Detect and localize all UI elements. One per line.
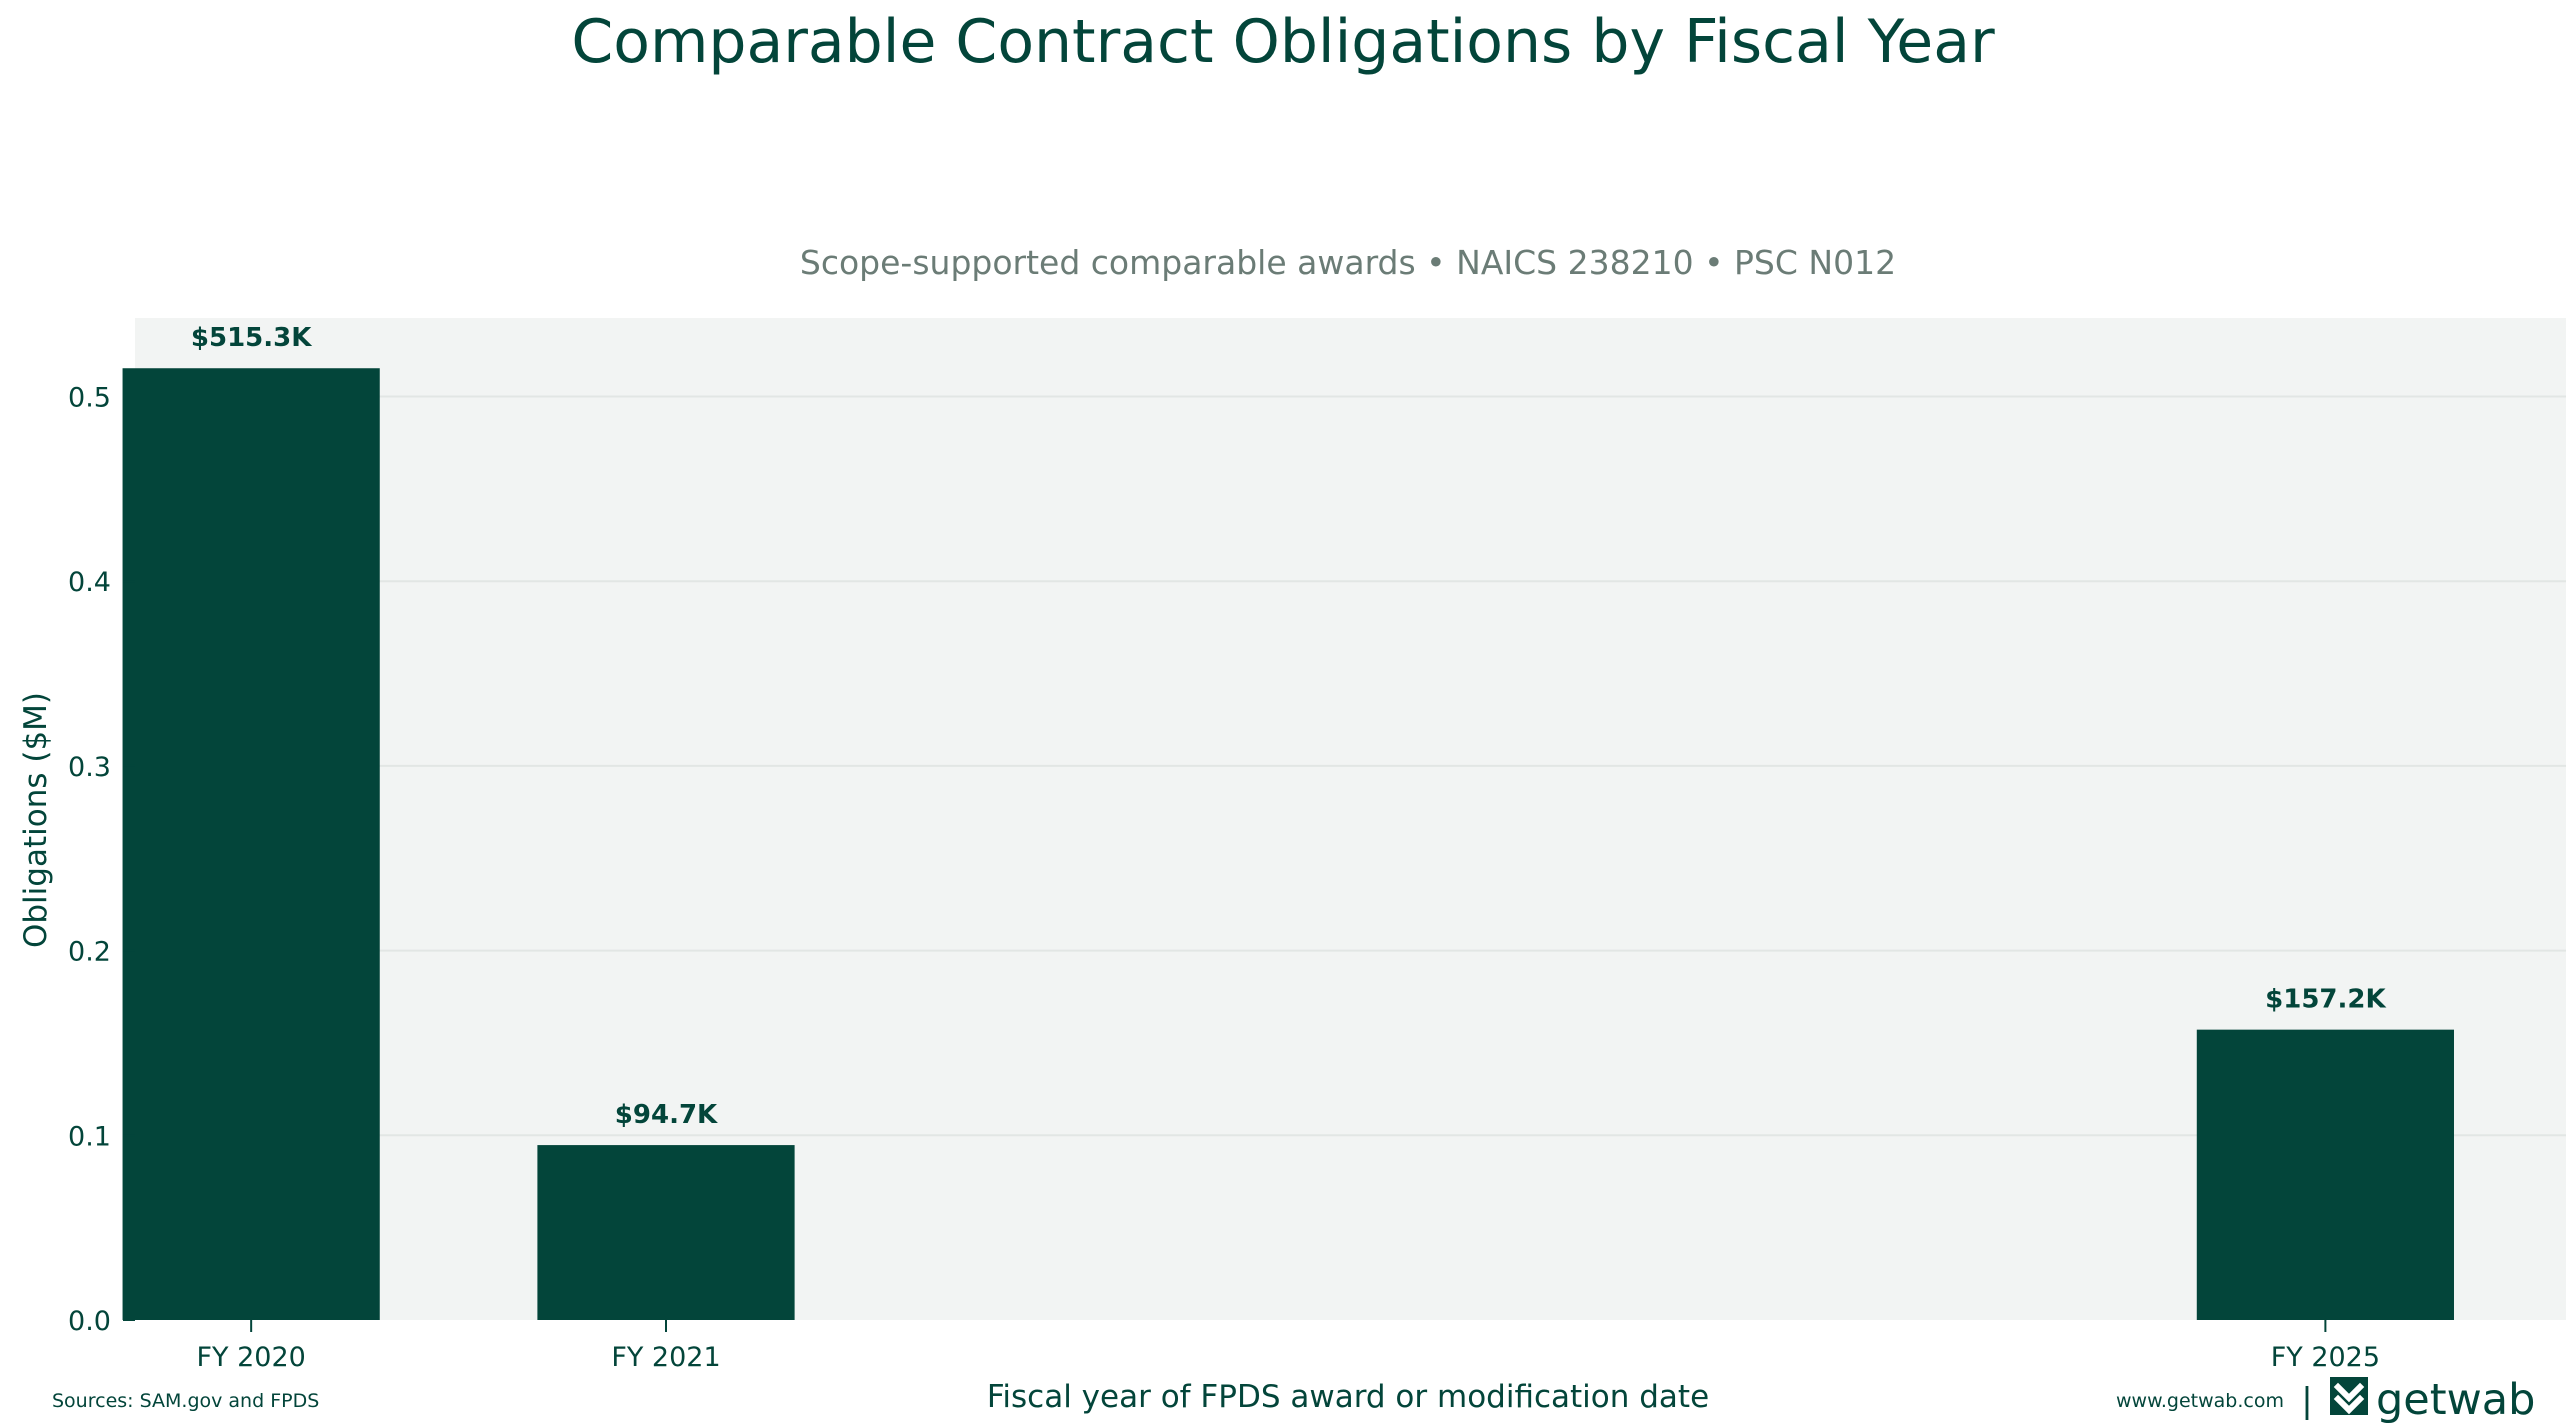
data-labels: $515.3K $94.7K $157.2K <box>191 323 2387 1130</box>
bars <box>122 368 2454 1320</box>
y-tick-label: 0.4 <box>68 567 111 598</box>
sources-note: Sources: SAM.gov and FPDS <box>52 1390 319 1412</box>
y-tick-label: 0.5 <box>68 382 111 413</box>
gridlines <box>135 395 2566 1137</box>
bar-value-label: $515.3K <box>191 323 312 353</box>
getwab-logo-icon <box>2330 1377 2368 1415</box>
y-axis: 0.0 0.1 0.2 0.3 0.4 0.5 <box>68 382 135 1337</box>
y-tick-label: 0.0 <box>68 1306 111 1337</box>
website-link[interactable]: www.getwab.com <box>2116 1390 2284 1412</box>
chart-title: Comparable Contract Obligations by Fisca… <box>571 7 1995 77</box>
y-tick-label: 0.2 <box>68 937 111 968</box>
y-axis-title: Obligations ($M) <box>18 692 54 948</box>
footer-separator: | <box>2301 1381 2312 1421</box>
bar-value-label: $94.7K <box>615 1100 718 1130</box>
brand-name: getwab <box>2376 1375 2535 1425</box>
y-tick-label: 0.3 <box>68 752 111 783</box>
bar-2025 <box>2196 1029 2454 1320</box>
x-axis: FY 2020 FY 2021 FY 2025 <box>196 1320 2380 1373</box>
chart-subtitle: Scope-supported comparable awards • NAIC… <box>800 243 1896 282</box>
bar-value-label: $157.2K <box>2265 985 2386 1015</box>
y-tick-label: 0.1 <box>68 1121 111 1152</box>
x-tick-label: FY 2021 <box>611 1342 720 1373</box>
x-tick-label: FY 2020 <box>196 1342 305 1373</box>
x-tick-label: FY 2025 <box>2271 1342 2380 1373</box>
bar-2020 <box>122 368 380 1320</box>
bar-2021 <box>537 1145 795 1320</box>
x-axis-title: Fiscal year of FPDS award or modificatio… <box>987 1379 1709 1415</box>
